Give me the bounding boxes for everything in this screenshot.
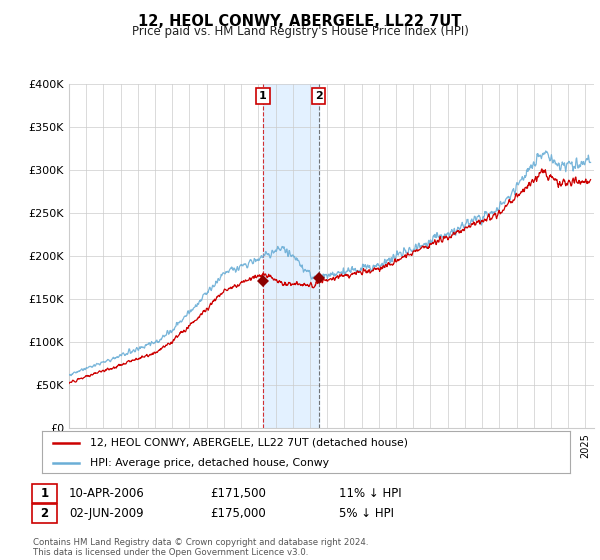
Text: 10-APR-2006: 10-APR-2006 [69, 487, 145, 501]
Text: 11% ↓ HPI: 11% ↓ HPI [339, 487, 401, 501]
Text: 1: 1 [259, 91, 267, 101]
Text: 12, HEOL CONWY, ABERGELE, LL22 7UT: 12, HEOL CONWY, ABERGELE, LL22 7UT [139, 14, 461, 29]
Text: 2: 2 [315, 91, 322, 101]
Text: 02-JUN-2009: 02-JUN-2009 [69, 507, 143, 520]
Text: Price paid vs. HM Land Registry's House Price Index (HPI): Price paid vs. HM Land Registry's House … [131, 25, 469, 38]
Text: 2: 2 [40, 507, 49, 520]
Text: 1: 1 [40, 487, 49, 501]
Text: 12, HEOL CONWY, ABERGELE, LL22 7UT (detached house): 12, HEOL CONWY, ABERGELE, LL22 7UT (deta… [89, 438, 407, 448]
Text: HPI: Average price, detached house, Conwy: HPI: Average price, detached house, Conw… [89, 458, 329, 468]
Bar [263, 84, 319, 428]
Text: 5% ↓ HPI: 5% ↓ HPI [339, 507, 394, 520]
Text: £175,000: £175,000 [210, 507, 266, 520]
Text: Contains HM Land Registry data © Crown copyright and database right 2024.
This d: Contains HM Land Registry data © Crown c… [33, 538, 368, 557]
Text: £171,500: £171,500 [210, 487, 266, 501]
